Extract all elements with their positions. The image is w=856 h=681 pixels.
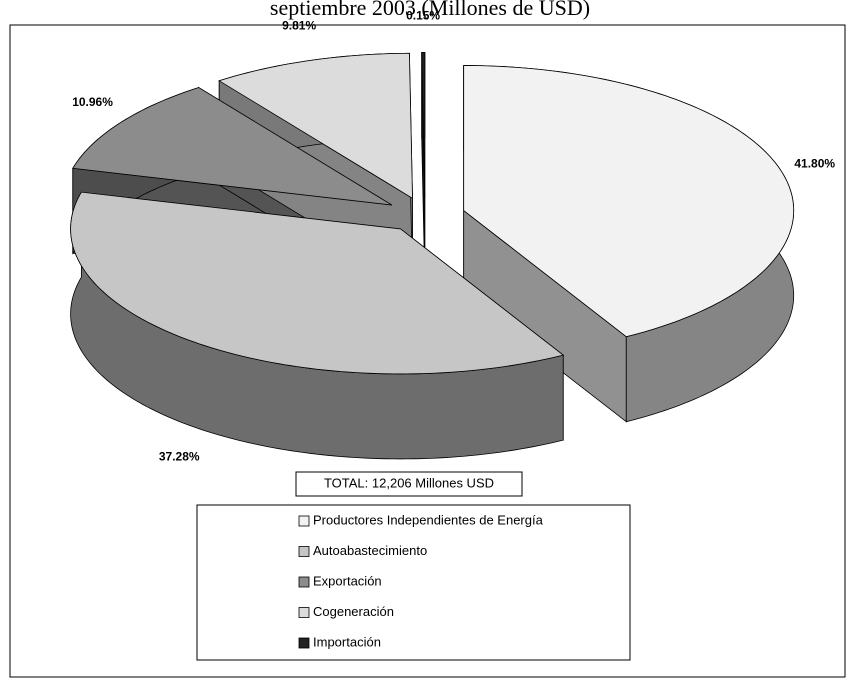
legend-label: Autoabastecimiento xyxy=(313,543,427,558)
legend-swatch xyxy=(298,637,310,649)
data-label: 41.80% xyxy=(794,157,835,171)
legend-label: Productores Independientes de Energía xyxy=(313,512,544,527)
slice xyxy=(70,191,565,375)
total-box xyxy=(295,471,523,497)
slice xyxy=(463,65,795,338)
legend-box xyxy=(196,504,631,661)
chart-title: septiembre 2003 (Millones de USD) xyxy=(270,0,590,20)
legend-label: Exportación xyxy=(313,573,382,588)
legend-swatch xyxy=(298,515,310,527)
legend-label: Importación xyxy=(313,634,381,649)
legend-swatch xyxy=(298,576,310,588)
data-label: 9.81% xyxy=(282,18,316,32)
data-label: 10.96% xyxy=(72,95,113,109)
slice xyxy=(421,52,426,198)
legend-label: Cogeneración xyxy=(313,604,394,619)
slice xyxy=(218,52,413,200)
legend-swatch xyxy=(298,607,310,618)
legend-swatch xyxy=(298,546,310,557)
data-label: 0.15% xyxy=(406,8,440,22)
slice xyxy=(72,87,393,206)
tops xyxy=(70,52,795,375)
data-label: 37.28% xyxy=(159,450,200,464)
total-annotation: TOTAL: 12,206 Millones USD xyxy=(324,475,494,490)
